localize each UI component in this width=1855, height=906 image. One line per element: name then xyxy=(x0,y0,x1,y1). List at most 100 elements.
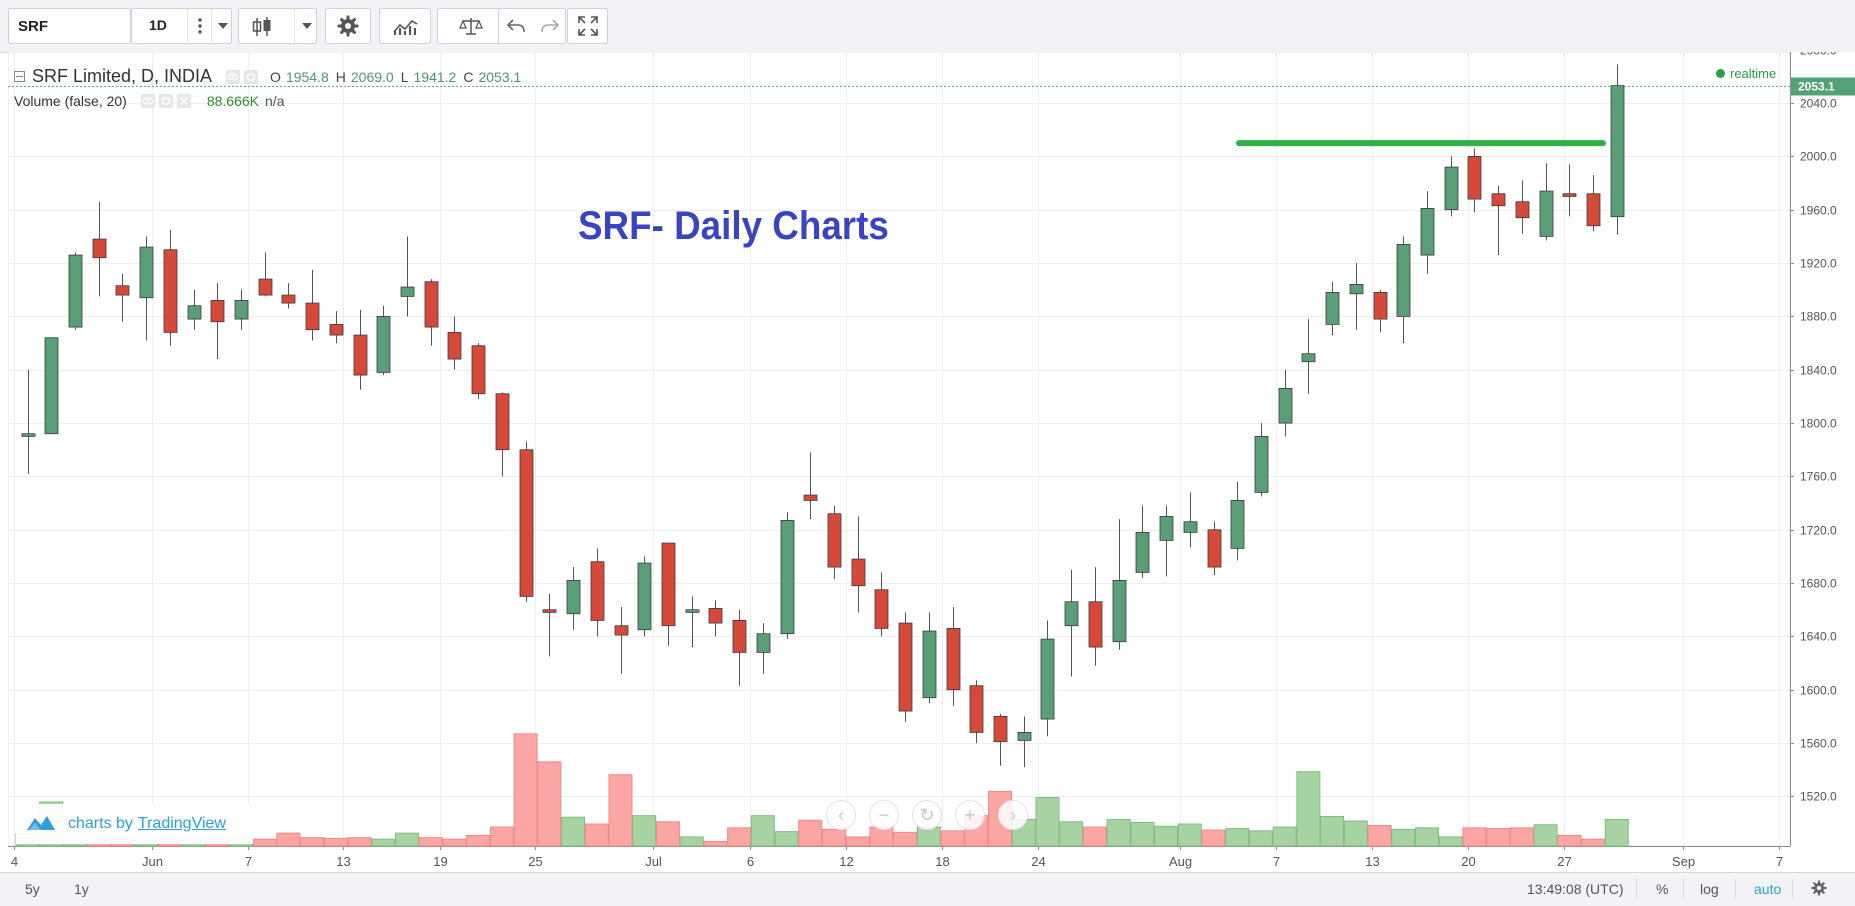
candle-body xyxy=(1610,85,1625,218)
volume-bar xyxy=(489,826,514,847)
gear-icon[interactable] xyxy=(244,69,259,84)
undo-redo-group xyxy=(498,8,566,44)
scroll-right-icon[interactable]: › xyxy=(998,800,1028,830)
realtime-indicator: realtime xyxy=(1716,66,1776,81)
divider xyxy=(1636,879,1637,899)
candle-body xyxy=(1420,208,1435,256)
chart-style-selector[interactable] xyxy=(238,8,317,44)
indicators-icon xyxy=(392,16,418,36)
candle-body xyxy=(685,609,700,613)
candle-body xyxy=(353,334,368,376)
candle-body xyxy=(969,685,984,733)
volume-bar xyxy=(1177,823,1202,847)
log-scale-button[interactable]: log xyxy=(1700,881,1719,897)
auto-scale-button[interactable]: auto xyxy=(1754,881,1782,897)
chart-navigation-controls: ‹ − ↻ + › xyxy=(826,800,1041,830)
x-tick-label: Jun xyxy=(142,854,163,869)
tradingview-logo-icon xyxy=(26,813,56,836)
last-price-badge xyxy=(1791,77,1855,96)
range-5y-button[interactable]: 5y xyxy=(25,881,40,897)
x-tick-label: 19 xyxy=(433,854,447,869)
undo-icon[interactable] xyxy=(499,9,532,43)
redo-icon[interactable] xyxy=(533,9,566,43)
chevron-down-icon[interactable] xyxy=(211,9,233,43)
percent-scale-button[interactable]: % xyxy=(1656,881,1669,897)
candle-body xyxy=(1017,732,1032,741)
volume-bar xyxy=(1509,827,1534,847)
candle-body xyxy=(898,622,913,712)
zoom-in-icon[interactable]: + xyxy=(955,800,985,830)
plot-area xyxy=(8,52,1791,847)
candles-icon[interactable] xyxy=(251,16,273,38)
volume-bar xyxy=(1106,818,1131,847)
volume-bar xyxy=(252,838,277,847)
reset-icon[interactable]: ↻ xyxy=(912,800,942,830)
eye-icon[interactable] xyxy=(140,94,155,108)
candle-body xyxy=(1396,244,1411,317)
volume-value: 88.666K xyxy=(206,93,260,109)
bottom-toolbar: 5y 1y 13:49:08 (UTC) % log auto xyxy=(0,872,1855,906)
interval-label[interactable]: 1D xyxy=(149,17,167,33)
candle-body xyxy=(590,561,605,621)
volume-bar xyxy=(371,838,396,847)
tradingview-watermark[interactable]: charts by TradingView xyxy=(16,804,253,844)
fullscreen-button[interactable] xyxy=(567,8,608,44)
volume-bar xyxy=(750,815,775,847)
volume-bar xyxy=(537,761,562,847)
volume-series xyxy=(15,733,1629,847)
last-price-label: 2053.1 xyxy=(1798,80,1835,94)
x-tick-label: 25 xyxy=(528,854,542,869)
chart-annotation-text[interactable]: SRF- Daily Charts xyxy=(578,204,889,248)
volume-bar xyxy=(1462,827,1487,847)
volume-bar xyxy=(1201,829,1226,847)
candle-body xyxy=(92,238,107,259)
settings-button[interactable] xyxy=(325,8,371,44)
volume-bar xyxy=(1154,825,1179,847)
volume-bar xyxy=(1414,827,1439,847)
volume-bar xyxy=(703,840,728,847)
x-tick-label: 27 xyxy=(1557,854,1571,869)
volume-bar xyxy=(608,774,633,847)
y-tick-label: 1960.0 xyxy=(1800,204,1837,218)
tradingview-link[interactable]: TradingView xyxy=(137,815,226,832)
candle-body xyxy=(1373,292,1388,320)
zoom-out-icon[interactable]: − xyxy=(869,800,899,830)
volume-bar xyxy=(1248,830,1273,847)
volume-bar xyxy=(347,837,372,847)
close-icon[interactable] xyxy=(176,94,191,108)
x-tick-label: 20 xyxy=(1461,854,1475,869)
scroll-left-icon[interactable]: ‹ xyxy=(826,800,856,830)
series-legend: SRF Limited, D, INDIA O 1954.8 H 2069.0 … xyxy=(14,66,521,87)
compare-button[interactable] xyxy=(437,8,505,44)
indicators-button[interactable] xyxy=(379,8,431,44)
volume-bar xyxy=(466,834,491,847)
chevron-down-icon[interactable] xyxy=(294,9,318,43)
candle-body xyxy=(447,332,462,360)
range-1y-button[interactable]: 1y xyxy=(74,881,89,897)
y-tick-label: 1560.0 xyxy=(1800,737,1837,751)
candle-body xyxy=(637,562,652,631)
fullscreen-icon xyxy=(577,15,599,37)
interval-selector[interactable]: 1D xyxy=(131,8,232,44)
volume-bar xyxy=(1296,771,1321,847)
gear-icon xyxy=(337,15,359,37)
low-label: L xyxy=(400,68,409,85)
candle-body xyxy=(21,433,36,437)
candle-body xyxy=(1349,284,1364,295)
symbol-search-input[interactable]: SRF xyxy=(8,8,131,44)
volume-bar xyxy=(1391,828,1416,847)
gear-icon[interactable] xyxy=(1811,880,1827,899)
candle-body xyxy=(424,281,439,328)
x-tick-label: Aug xyxy=(1169,854,1192,869)
eye-icon[interactable] xyxy=(226,69,241,84)
price-chart[interactable]: 1520.0 1560.0 1600.0 1640.0 1680.0 1720.0 1760… xyxy=(8,52,1855,870)
more-vert-icon[interactable] xyxy=(187,9,212,43)
y-tick-label: 2040.0 xyxy=(1800,97,1837,111)
divider xyxy=(1683,879,1684,899)
close-value: 2053.1 xyxy=(478,68,522,85)
chart-pane[interactable]: 1520.0 1560.0 1600.0 1640.0 1680.0 1720.0 1760… xyxy=(8,52,1855,870)
gear-icon[interactable] xyxy=(158,94,173,108)
candle-body xyxy=(1562,193,1577,197)
volume-bar xyxy=(1225,828,1250,847)
collapse-icon[interactable] xyxy=(14,71,25,82)
